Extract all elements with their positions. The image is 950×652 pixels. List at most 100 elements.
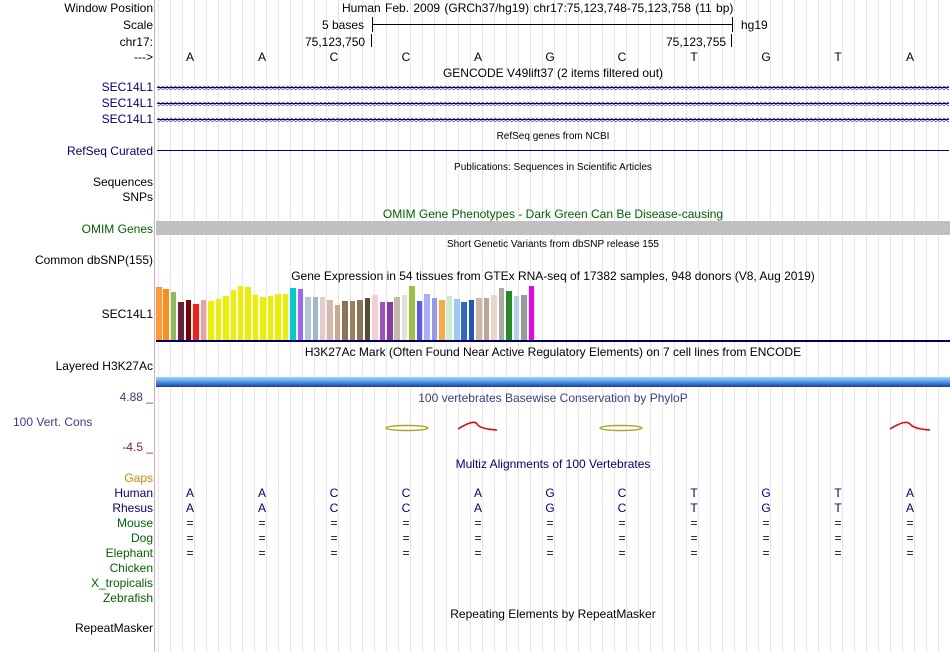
gtex-tissue-bar[interactable] — [185, 300, 192, 340]
gtex-label[interactable]: SEC14L1 — [101, 307, 153, 321]
gtex-tissue-bar[interactable] — [483, 298, 490, 340]
base-letter: G — [545, 50, 555, 64]
multiz-gaps-label[interactable]: Gaps — [124, 471, 153, 485]
gtex-tissue-bar[interactable] — [312, 297, 318, 340]
h3k27ac-label[interactable]: Layered H3K27Ac — [55, 359, 153, 373]
grid-line — [674, 0, 675, 652]
gtex-tissue-bar[interactable] — [178, 302, 184, 340]
base-letter: A — [905, 501, 914, 515]
gtex-tissue-bar[interactable] — [394, 297, 400, 340]
gtex-tissue-bar[interactable] — [409, 286, 415, 340]
gtex-tissue-bar[interactable] — [513, 296, 520, 340]
gtex-tissue-bar[interactable] — [379, 302, 385, 340]
multiz-species-label[interactable]: Rhesus — [112, 501, 153, 515]
gtex-tissue-bar[interactable] — [290, 288, 296, 340]
gtex-tissue-bar[interactable] — [491, 295, 497, 340]
phylop-max: 4.88 _ — [119, 390, 153, 404]
gtex-tissue-bar[interactable] — [215, 299, 222, 340]
refseq-label[interactable]: RefSeq Curated — [66, 144, 153, 158]
multiz-species-label[interactable]: X_tropicalis — [90, 576, 153, 590]
base-letter: = — [330, 516, 338, 530]
gtex-tissue-bar[interactable] — [327, 300, 333, 340]
base-letter: = — [906, 531, 914, 545]
gtex-tissue-bar[interactable] — [528, 286, 534, 340]
gencode-item-label[interactable]: SEC14L1 — [101, 80, 153, 94]
gtex-tissue-bar[interactable] — [424, 294, 430, 340]
gtex-tissue-bar[interactable] — [431, 298, 438, 340]
multiz-species-label[interactable]: Chicken — [109, 561, 153, 575]
gtex-tissue-bar[interactable] — [476, 298, 482, 340]
gtex-tissue-bar[interactable] — [267, 296, 274, 340]
grid-line — [746, 0, 747, 652]
gtex-tissue-bar[interactable] — [468, 300, 475, 340]
base-letter: C — [329, 501, 339, 515]
gtex-tissue-bar[interactable] — [163, 289, 169, 340]
dbsnp-label[interactable]: Common dbSNP(155) — [34, 253, 153, 267]
gtex-tissue-bar[interactable] — [297, 289, 304, 340]
gtex-tissue-bar[interactable] — [342, 301, 348, 340]
phylop-pos-peak — [889, 421, 931, 431]
gtex-tissue-bar[interactable] — [223, 296, 229, 340]
gencode-item-label[interactable]: SEC14L1 — [101, 96, 153, 110]
gtex-tissue-bar[interactable] — [454, 299, 460, 340]
strand-label: ---> — [134, 50, 153, 64]
gencode-transcript[interactable]: >>>>>>>>>>>>>>>>>>>>>>>>>>>>>>>>>>>>>>>>… — [157, 116, 949, 124]
gtex-tissue-bar[interactable] — [506, 291, 512, 340]
gencode-transcript[interactable]: >>>>>>>>>>>>>>>>>>>>>>>>>>>>>>>>>>>>>>>>… — [157, 100, 949, 108]
publications-label-snps[interactable]: SNPs — [122, 190, 153, 204]
multiz-species-label[interactable]: Elephant — [105, 546, 153, 560]
gtex-tissue-bar[interactable] — [461, 302, 467, 340]
multiz-species-label[interactable]: Dog — [130, 531, 153, 545]
refseq-gene-line[interactable] — [157, 150, 949, 151]
gtex-tissue-bar[interactable] — [349, 301, 356, 340]
repeatmasker-label[interactable]: RepeatMasker — [74, 621, 153, 635]
multiz-species-label[interactable]: Mouse — [116, 516, 153, 530]
gtex-tissue-bar[interactable] — [193, 304, 199, 340]
gtex-tissue-bar[interactable] — [275, 294, 281, 340]
h3k27ac-signal[interactable] — [156, 377, 950, 387]
gtex-tissue-bar[interactable] — [230, 290, 236, 340]
base-letter: = — [690, 531, 698, 545]
gtex-tissue-bar[interactable] — [416, 301, 423, 340]
base-letter: = — [258, 531, 266, 545]
gtex-tissue-bar[interactable] — [170, 292, 177, 340]
gtex-tissue-bar[interactable] — [364, 298, 371, 340]
scale-label: Scale — [122, 18, 153, 32]
gtex-tissue-bar[interactable] — [387, 302, 393, 340]
gtex-tissue-bar[interactable] — [498, 288, 505, 340]
gtex-tissue-bar[interactable] — [200, 300, 207, 340]
gtex-tissue-bar[interactable] — [401, 295, 408, 340]
grid-line — [710, 0, 711, 652]
base-letter: A — [185, 486, 194, 500]
gtex-tissue-bar[interactable] — [282, 294, 289, 340]
gtex-tissue-bar[interactable] — [260, 297, 266, 340]
gtex-tissue-bar[interactable] — [334, 305, 341, 340]
multiz-species-label[interactable]: Human — [114, 486, 153, 500]
gtex-tissue-bar[interactable] — [372, 295, 378, 340]
phylop-label[interactable]: 100 Vert. Cons — [13, 415, 93, 429]
publications-label-sequences[interactable]: Sequences — [92, 175, 153, 189]
base-letter: C — [617, 486, 627, 500]
gencode-item-label[interactable]: SEC14L1 — [101, 112, 153, 126]
omim-label[interactable]: OMIM Genes — [81, 222, 153, 236]
gencode-transcript[interactable]: >>>>>>>>>>>>>>>>>>>>>>>>>>>>>>>>>>>>>>>>… — [157, 84, 949, 92]
grid-line — [578, 0, 579, 652]
multiz-species-label[interactable]: Zebrafish — [102, 591, 153, 605]
gtex-tissue-bar[interactable] — [357, 300, 363, 340]
gtex-tissue-bar[interactable] — [446, 296, 453, 340]
base-letter: A — [905, 486, 914, 500]
phylop-signal[interactable] — [156, 418, 950, 438]
gtex-tissue-bar[interactable] — [237, 286, 244, 340]
gtex-tissue-bar[interactable] — [305, 297, 311, 340]
gtex-tissue-bar[interactable] — [252, 295, 259, 340]
gtex-tissue-bar[interactable] — [521, 295, 527, 340]
base-letter: = — [762, 531, 770, 545]
grid-line — [686, 0, 687, 652]
gtex-tissue-bar[interactable] — [439, 300, 445, 340]
gtex-tissue-bar[interactable] — [245, 287, 251, 340]
gtex-tissue-bar[interactable] — [156, 287, 162, 340]
gtex-tissue-bar[interactable] — [208, 301, 214, 340]
omim-gene-bar[interactable] — [156, 221, 950, 235]
gtex-tissue-bar[interactable] — [319, 297, 326, 340]
grid-line — [758, 0, 759, 652]
